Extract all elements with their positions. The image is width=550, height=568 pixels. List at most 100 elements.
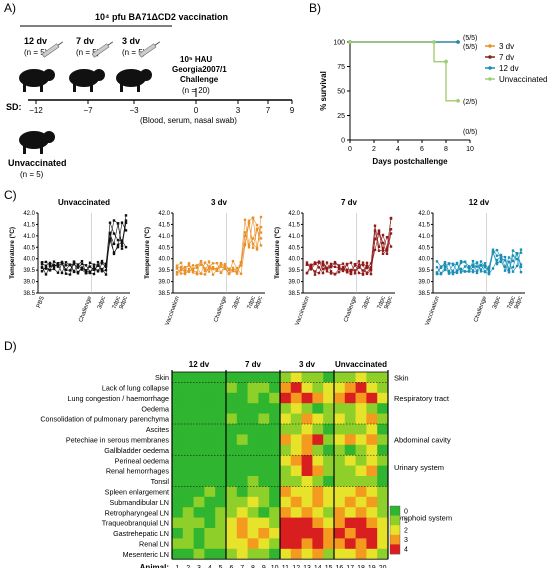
heatmap-cell (377, 507, 389, 518)
heatmap-cell (334, 424, 346, 435)
heatmap-cell (290, 382, 302, 394)
x-tick-label: Challenge (78, 295, 93, 323)
heatmap-cell (312, 496, 324, 508)
heatmap-group-label: Unvaccinated (335, 360, 387, 369)
heatmap-cell (280, 507, 292, 518)
temperature-point (435, 271, 439, 275)
heatmap-cell (258, 517, 270, 529)
heatmap-row-label: Mesenteric LN (123, 550, 169, 559)
panel-a: A) 10⁴ pfu BA71ΔCD2 vaccination 12 dv (n… (4, 1, 295, 179)
group-n-12dv: (n = 5) (24, 48, 48, 57)
heatmap-cell (226, 434, 238, 446)
heatmap-cell (301, 444, 313, 456)
animal-number: 1 (175, 565, 179, 568)
heatmap-cell (172, 465, 184, 477)
heatmap-cell (301, 455, 313, 466)
heatmap-cell (236, 444, 248, 456)
group-label-7dv: 7 dv (76, 36, 94, 46)
heatmap-cell (226, 507, 238, 518)
heatmap-cell (355, 538, 367, 550)
heatmap-cell (334, 517, 346, 529)
heatmap-cell (344, 434, 356, 446)
series-line (350, 41, 458, 102)
heatmap-cell (280, 444, 292, 456)
heatmap-cell (301, 486, 313, 498)
legend-tick-label: 0 (404, 508, 408, 515)
heatmap-cell (344, 538, 356, 550)
heatmap-cell (204, 372, 216, 383)
heatmap-cell (377, 496, 389, 508)
heatmap-cell (312, 382, 324, 394)
heatmap-cell (269, 413, 281, 425)
heatmap-cell (290, 507, 302, 518)
heatmap-cell (323, 392, 335, 404)
heatmap-cell (312, 372, 324, 383)
heatmap-cell (204, 382, 216, 394)
heatmap-cell (215, 392, 227, 404)
heatmap-cell (344, 455, 356, 466)
heatmap-cell (204, 496, 216, 508)
heatmap-cell (269, 486, 281, 498)
heatmap-cell (258, 413, 270, 425)
heatmap-cell (226, 476, 238, 487)
heatmap-cell (312, 455, 324, 466)
heatmap-cell (258, 382, 270, 394)
heatmap-group-label: 3 dv (299, 360, 316, 369)
group-n-3dv: (n = 5) (122, 48, 146, 57)
x-tick-label: 3dpc (492, 296, 502, 310)
heatmap-cell (366, 548, 378, 560)
heatmap-cell (236, 486, 248, 498)
heatmap-cell (269, 434, 281, 446)
temperature-point (124, 219, 128, 222)
heatmap-cell (193, 507, 205, 518)
y-tick-label: 39.0 (158, 280, 170, 286)
heatmap-cell (334, 413, 346, 425)
heatmap-cell (215, 403, 227, 414)
challenge-strain: Georgia2007/1 (172, 65, 227, 74)
heatmap-cell (193, 455, 205, 466)
heatmap-cell (172, 455, 184, 466)
heatmap-cell (366, 372, 378, 383)
heatmap-cell (312, 392, 324, 404)
heatmap-cell (312, 403, 324, 414)
heatmap-cell (236, 434, 248, 446)
heatmap-cell (182, 517, 194, 529)
heatmap-cell (236, 372, 248, 383)
heatmap-cell (258, 486, 270, 498)
heatmap-cell (215, 476, 227, 487)
timeline-tick-label: 3 (236, 106, 241, 115)
heatmap-cell (226, 548, 238, 560)
heatmap-cell (172, 517, 184, 529)
animal-number: 18 (357, 565, 365, 568)
animal-number: 5 (219, 565, 223, 568)
heatmap-cell (301, 382, 313, 394)
heatmap-cell (269, 455, 281, 466)
heatmap-cell (247, 372, 259, 383)
heatmap-cell (301, 392, 313, 404)
heatmap-cell (215, 507, 227, 518)
series-point (456, 99, 460, 103)
heatmap-row-label: Skin (155, 373, 169, 382)
y-tick-label: 40.0 (418, 257, 430, 263)
heatmap-cell (247, 382, 259, 394)
x-tick-label: 0 (348, 146, 352, 153)
y-tick-label: 40.5 (288, 245, 300, 251)
heatmap-row-label: Gastrehepatic LN (113, 529, 169, 538)
heatmap-cell (269, 548, 281, 560)
heatmap-cell (236, 413, 248, 425)
syringe-icon (41, 41, 64, 58)
temperature-point (305, 263, 309, 266)
heatmap-cell (193, 538, 205, 550)
heatmap-row-label: Lack of lung collapse (102, 384, 169, 393)
x-tick-label: 9dpc (514, 296, 524, 310)
heatmap-cell (280, 424, 292, 435)
heatmap-cell (366, 434, 378, 446)
heatmap-cell (280, 372, 292, 383)
heatmap-cell (172, 444, 184, 456)
y-tick-label: 38.5 (418, 291, 430, 297)
heatmap-cell (280, 403, 292, 414)
heatmap-cell (344, 372, 356, 383)
heatmap-row-label: Ascites (146, 425, 170, 434)
y-tick-label: 39.5 (158, 268, 170, 274)
survival-annotation: (5/5) (463, 35, 477, 42)
